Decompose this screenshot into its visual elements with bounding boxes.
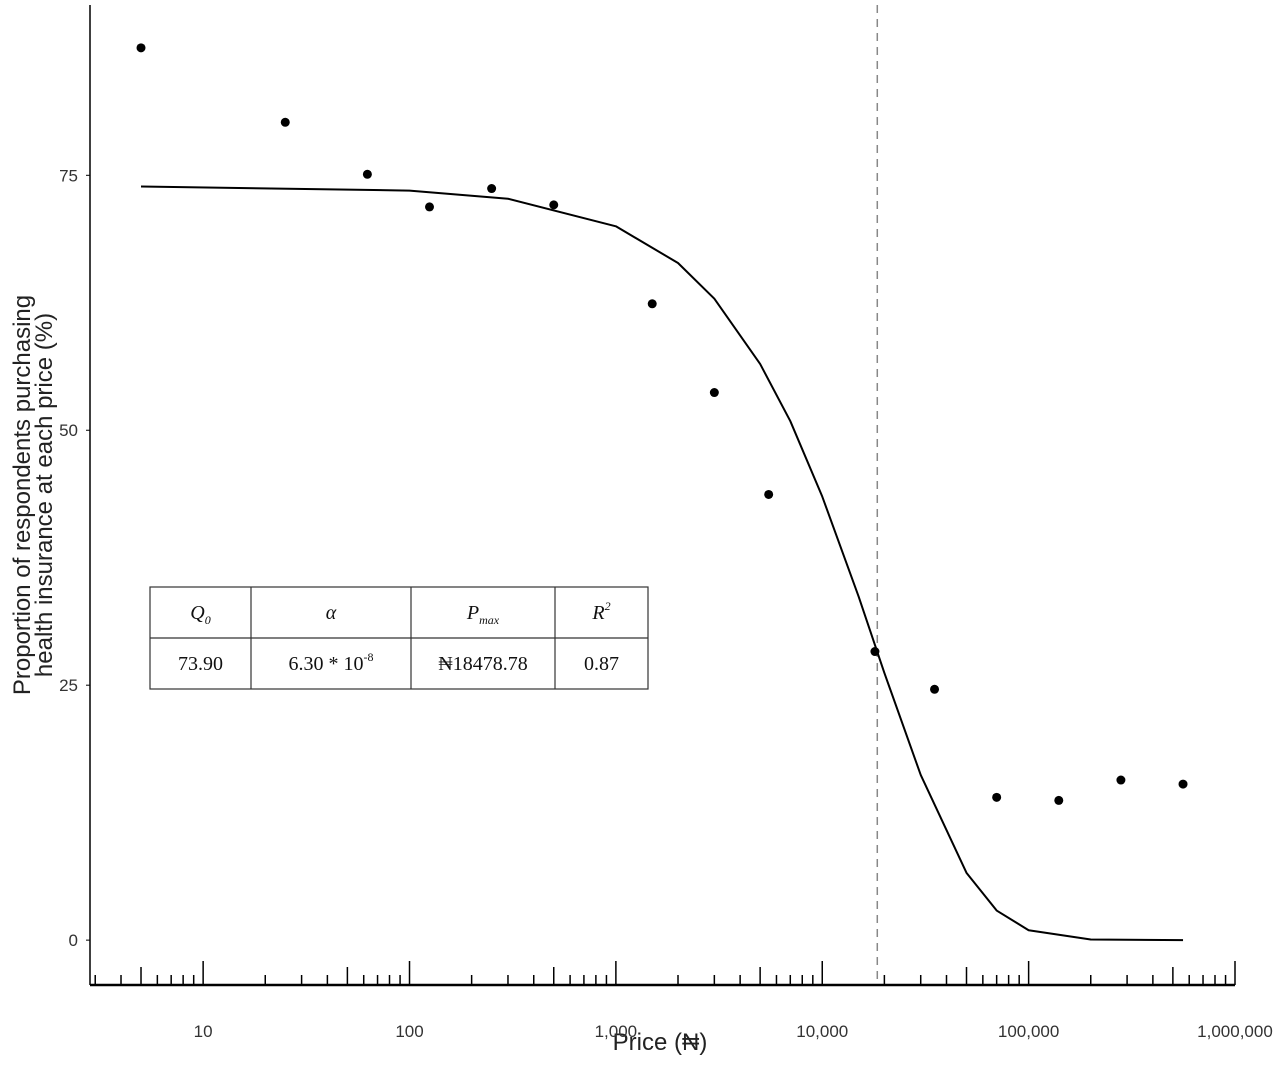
y-axis-label-line: Proportion of respondents purchasing	[9, 295, 36, 695]
y-tick-label: 0	[69, 931, 78, 950]
table-cell: 0.87	[584, 653, 619, 675]
y-axis-label-line: health insurance at each price (%)	[31, 313, 58, 677]
x-tick-label: 100,000	[998, 1022, 1059, 1041]
y-tick-label: 75	[59, 166, 78, 185]
data-point	[1116, 775, 1126, 785]
cell-sub: 0	[205, 613, 211, 627]
data-point	[425, 202, 435, 212]
cell-text: 73.90	[178, 653, 223, 675]
x-tick-label: 10,000	[796, 1022, 848, 1041]
data-point	[709, 388, 719, 398]
cell-text: α	[326, 602, 337, 624]
data-point	[280, 117, 290, 127]
x-tick-label: 1,000,000	[1197, 1022, 1273, 1041]
cell-text: P	[466, 602, 479, 624]
data-point	[992, 792, 1002, 802]
fit-curve	[140, 185, 1184, 942]
cell-text: ₦18478.78	[438, 653, 527, 675]
data-point	[362, 169, 372, 179]
x-tick-label: 100	[395, 1022, 423, 1041]
x-tick-label: 1,000	[595, 1022, 638, 1041]
y-tick-label: 50	[59, 421, 78, 440]
table-cell: ₦18478.78	[438, 653, 527, 675]
table-cell: Pmax	[466, 602, 500, 627]
data-point	[1054, 795, 1064, 805]
data-point	[1178, 779, 1188, 789]
cell-sup: 2	[605, 599, 611, 613]
data-point	[136, 43, 146, 53]
x-axis-label: Price (₦)	[613, 1029, 708, 1056]
cell-text: 6.30 * 10	[289, 653, 364, 675]
cell-sup: -8	[364, 650, 374, 664]
param-table: Q0 α Pmax R2 73.90 6.30 * 10-8 ₦18478.78 0.87	[149, 586, 649, 690]
cell-text: Q	[190, 602, 205, 624]
x-tick-label: 10	[194, 1022, 213, 1041]
table-cell: α	[326, 602, 337, 624]
cell-text: 0.87	[584, 653, 619, 675]
y-axis-label: Proportion of respondents purchasing hea…	[9, 295, 58, 695]
y-tick-label: 25	[59, 676, 78, 695]
cell-sub: max	[479, 613, 500, 627]
table-cell: R2	[591, 599, 610, 624]
table-cell: 6.30 * 10-8	[289, 650, 374, 675]
table-cell: Q0	[190, 602, 210, 627]
table-cell: 73.90	[178, 653, 223, 675]
data-point	[930, 684, 940, 694]
data-point	[549, 200, 559, 210]
data-point	[487, 184, 497, 194]
data-point	[647, 299, 657, 309]
cell-text: R	[591, 602, 604, 624]
data-point	[764, 489, 774, 499]
